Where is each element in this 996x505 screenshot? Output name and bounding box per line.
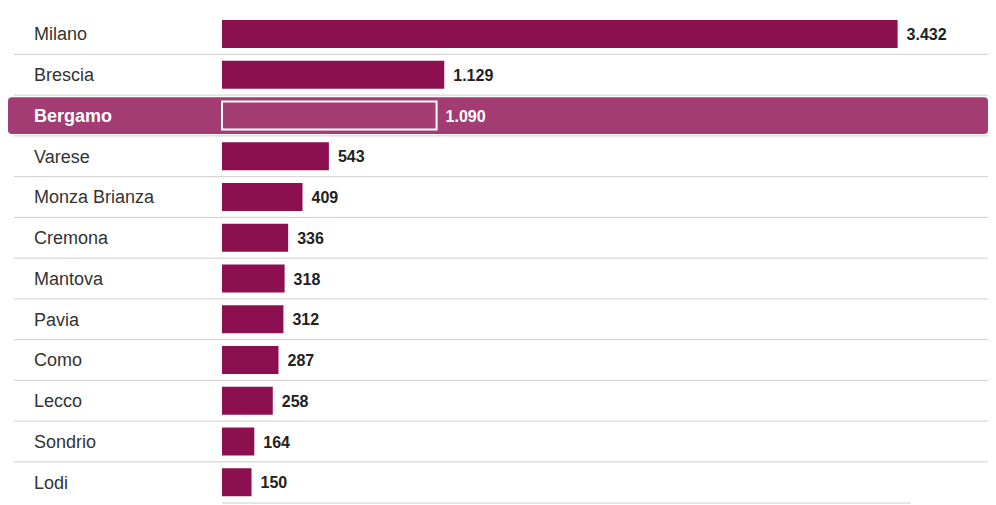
svg-text:Como: Como bbox=[34, 350, 82, 370]
svg-text:258: 258 bbox=[282, 393, 309, 410]
svg-text:150: 150 bbox=[261, 474, 288, 491]
svg-text:543: 543 bbox=[338, 148, 365, 165]
svg-text:1.129: 1.129 bbox=[453, 67, 493, 84]
svg-text:312: 312 bbox=[292, 311, 319, 328]
svg-text:Pavia: Pavia bbox=[34, 310, 80, 330]
svg-text:Brescia: Brescia bbox=[34, 65, 95, 85]
svg-text:Monza Brianza: Monza Brianza bbox=[34, 187, 155, 207]
svg-text:Varese: Varese bbox=[34, 147, 90, 167]
svg-text:Lodi: Lodi bbox=[34, 473, 68, 493]
svg-text:318: 318 bbox=[294, 271, 321, 288]
svg-text:164: 164 bbox=[263, 434, 290, 451]
svg-text:Bergamo: Bergamo bbox=[34, 106, 112, 126]
svg-text:Cremona: Cremona bbox=[34, 228, 109, 248]
svg-text:Milano: Milano bbox=[34, 24, 87, 44]
svg-text:Sondrio: Sondrio bbox=[34, 432, 96, 452]
svg-text:409: 409 bbox=[312, 189, 339, 206]
svg-text:1.090: 1.090 bbox=[446, 108, 486, 125]
svg-text:3.432: 3.432 bbox=[907, 26, 947, 43]
svg-text:Mantova: Mantova bbox=[34, 269, 104, 289]
svg-text:Lecco: Lecco bbox=[34, 391, 82, 411]
svg-text:287: 287 bbox=[287, 352, 314, 369]
svg-text:336: 336 bbox=[297, 230, 324, 247]
